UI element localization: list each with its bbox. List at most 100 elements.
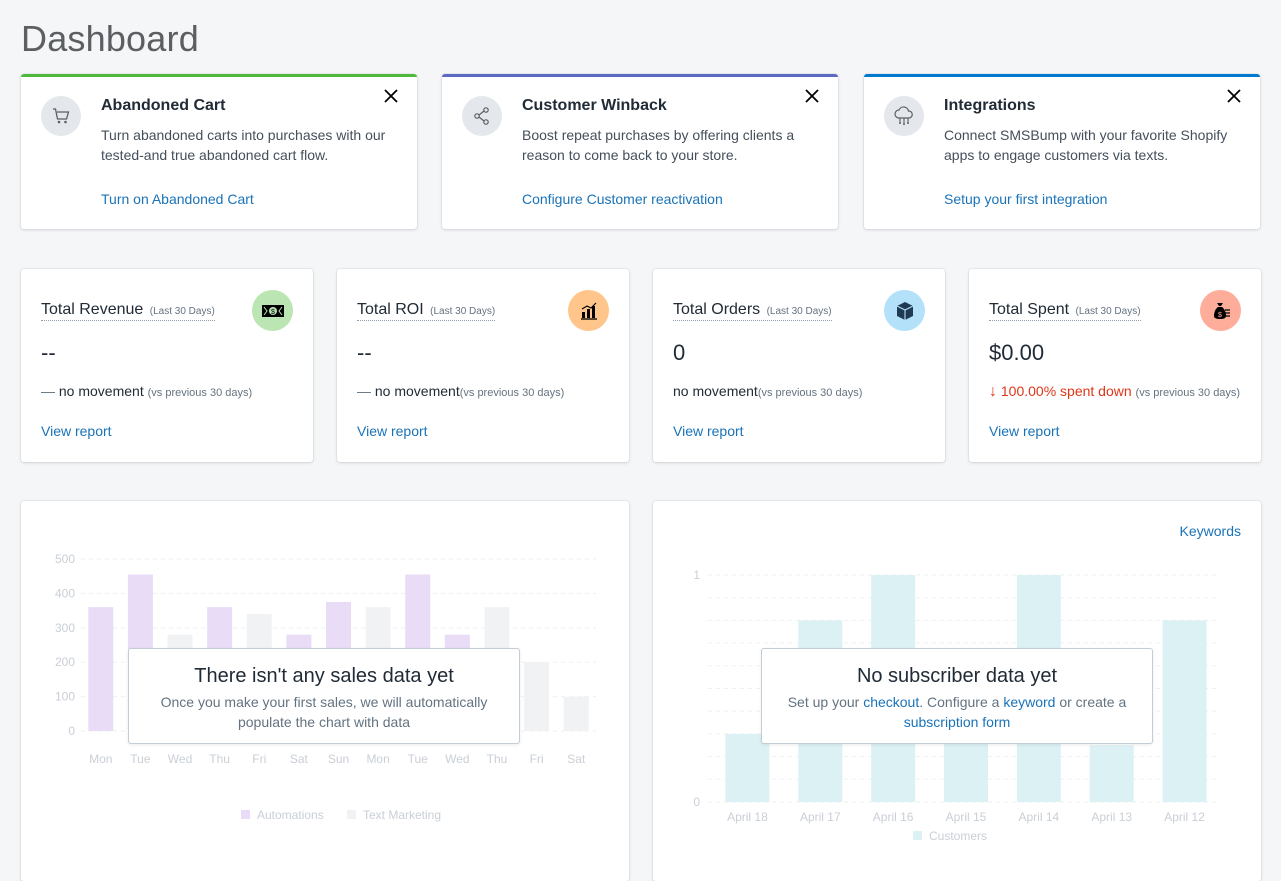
keyword-link[interactable]: keyword (1003, 694, 1056, 710)
x-tick-label: April 16 (873, 810, 914, 824)
x-tick-label: Mon (366, 752, 389, 766)
legend-swatch (347, 810, 356, 819)
x-tick-label: Sat (290, 752, 309, 766)
turn-on-abandoned-cart-link[interactable]: Turn on Abandoned Cart (101, 191, 254, 207)
page-title: Dashboard (21, 18, 199, 59)
box-icon (884, 290, 925, 331)
y-tick-label: 400 (55, 586, 75, 600)
promo-card-customer-winback: Customer Winback Boost repeat purchases … (442, 74, 838, 229)
x-tick-label: April 18 (727, 810, 768, 824)
stat-movement: — no movement(vs previous 30 days) (357, 383, 565, 399)
card-accent-bar (864, 74, 1260, 77)
view-report-link[interactable]: View report (673, 423, 744, 439)
stat-card-total-roi: Total ROI (Last 30 Days) -- — no movemen… (337, 269, 629, 462)
chart-bar (725, 733, 770, 802)
promo-title: Integrations (944, 97, 1036, 114)
promo-description: Turn abandoned carts into purchases with… (101, 127, 386, 163)
empty-state-title: There isn't any sales data yet (194, 665, 454, 687)
x-tick-label: Tue (408, 752, 429, 766)
legend-swatch (913, 831, 922, 840)
svg-text:$: $ (271, 309, 275, 316)
stat-label: Total Revenue (Last 30 Days) (41, 301, 215, 321)
money-bag-icon: $ (1200, 290, 1241, 331)
x-tick-label: April 15 (946, 810, 987, 824)
card-accent-bar (21, 74, 417, 77)
money-icon: $ (252, 290, 293, 331)
sales-empty-state: There isn't any sales data yet Once you … (128, 648, 520, 744)
x-tick-label: Sun (328, 752, 349, 766)
promo-title: Customer Winback (522, 97, 667, 114)
chart-bar (1162, 620, 1207, 802)
promo-description: Connect SMSBump with your favorite Shopi… (944, 127, 1228, 163)
stat-card-total-revenue: Total Revenue (Last 30 Days) $ -- — no m… (21, 269, 313, 462)
stat-movement: — no movement (vs previous 30 days) (41, 383, 253, 399)
empty-state-text: Set up your checkout. Configure a keywor… (787, 694, 1127, 730)
chart-bar (88, 607, 114, 731)
y-tick-label: 0 (693, 795, 700, 809)
x-tick-label: Fri (252, 752, 266, 766)
checkout-link[interactable]: checkout (863, 694, 920, 710)
stat-label: Total ROI (Last 30 Days) (357, 301, 496, 321)
stat-value: 0 (673, 340, 686, 365)
stat-value: -- (41, 340, 56, 365)
close-icon[interactable] (381, 86, 401, 106)
x-tick-label: Thu (487, 752, 508, 766)
chart-bar (524, 662, 550, 731)
x-tick-label: April 17 (800, 810, 841, 824)
stat-label: Total Orders (Last 30 Days) (673, 301, 832, 321)
y-tick-label: 500 (55, 552, 75, 566)
legend-label: Text Marketing (363, 808, 441, 822)
stat-value: $0.00 (989, 340, 1045, 365)
cart-icon (41, 96, 81, 136)
view-report-link[interactable]: View report (989, 423, 1060, 439)
legend-swatch (241, 810, 250, 819)
legend-label: Customers (929, 829, 987, 843)
keywords-link[interactable]: Keywords (1179, 523, 1241, 539)
card-accent-bar (442, 74, 838, 77)
promo-card-integrations: Integrations Connect SMSBump with your f… (864, 74, 1260, 229)
x-tick-label: Mon (89, 752, 112, 766)
y-tick-label: 200 (55, 655, 75, 669)
subscriber-chart-panel: 1 0 April 18 April 17 April 16 April 15 April … (653, 501, 1261, 881)
share-icon (462, 96, 502, 136)
stat-card-total-spent: Total Spent (Last 30 Days) $ $0.00 ↓ 100… (969, 269, 1261, 462)
x-tick-label: April 13 (1091, 810, 1132, 824)
x-tick-label: Tue (130, 752, 151, 766)
x-tick-label: Fri (530, 752, 544, 766)
stat-movement: ↓ 100.00% spent down (vs previous 30 day… (989, 383, 1241, 400)
x-tick-label: Wed (168, 752, 192, 766)
view-report-link[interactable]: View report (357, 423, 428, 439)
x-tick-label: April 12 (1164, 810, 1205, 824)
chart-bar (563, 696, 589, 731)
svg-text:$: $ (1218, 312, 1222, 319)
x-tick-label: April 14 (1019, 810, 1060, 824)
configure-customer-reactivation-link[interactable]: Configure Customer reactivation (522, 191, 723, 207)
x-tick-label: Sat (567, 752, 586, 766)
subscription-form-link[interactable]: subscription form (903, 714, 1011, 730)
promo-description: Boost repeat purchases by offering clien… (522, 127, 795, 163)
stat-value: -- (357, 340, 372, 365)
stat-label: Total Spent (Last 30 Days) (989, 301, 1141, 321)
stat-movement: no movement(vs previous 30 days) (673, 383, 863, 399)
y-tick-label: 0 (68, 724, 75, 738)
subscriber-empty-state: No subscriber data yet Set up your check… (761, 648, 1153, 744)
stat-card-total-orders: Total Orders (Last 30 Days) 0 no movemen… (653, 269, 945, 462)
y-tick-label: 300 (55, 621, 75, 635)
y-tick-label: 100 (55, 690, 75, 704)
close-icon[interactable] (1224, 86, 1244, 106)
promo-card-abandoned-cart: Abandoned Cart Turn abandoned carts into… (21, 74, 417, 229)
setup-first-integration-link[interactable]: Setup your first integration (944, 191, 1108, 207)
y-tick-label: 1 (693, 568, 700, 582)
empty-state-text: Once you make your first sales, we will … (160, 694, 488, 730)
chart-bar (1089, 745, 1134, 802)
promo-title: Abandoned Cart (101, 97, 226, 114)
view-report-link[interactable]: View report (41, 423, 112, 439)
cloud-network-icon (884, 96, 924, 136)
bar-chart-icon (568, 290, 609, 331)
legend-label: Automations (257, 808, 324, 822)
sales-chart-panel: 500 400 300 200 100 0 Mon Tue Wed Thu Fri Sat Sun Mon… (21, 501, 629, 881)
close-icon[interactable] (802, 86, 822, 106)
x-tick-label: Wed (445, 752, 469, 766)
x-tick-label: Thu (209, 752, 230, 766)
empty-state-title: No subscriber data yet (856, 665, 1058, 687)
